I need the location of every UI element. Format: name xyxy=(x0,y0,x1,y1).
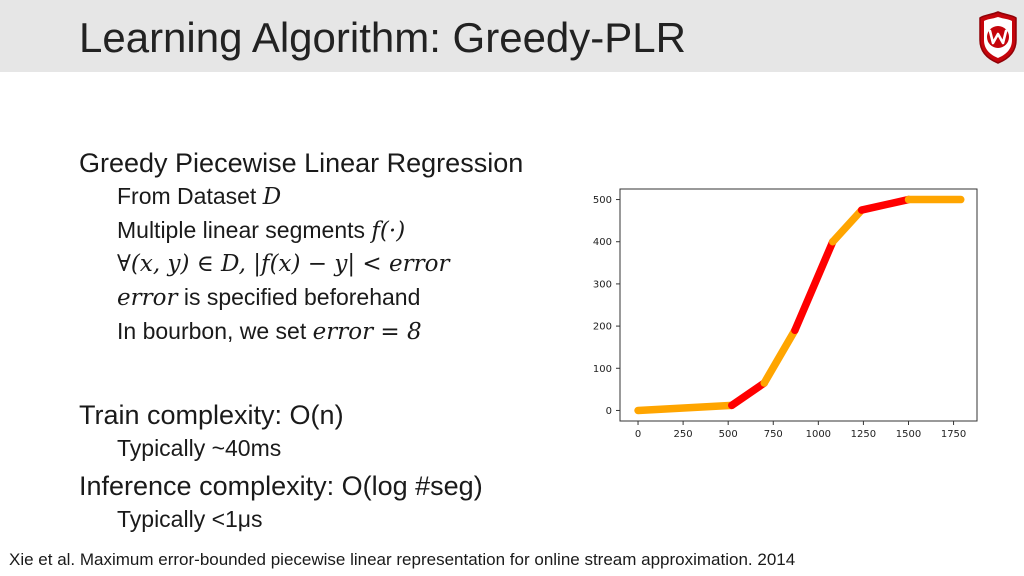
x-tick-label: 1250 xyxy=(851,429,876,440)
y-tick-label: 200 xyxy=(593,322,612,333)
x-tick-label: 500 xyxy=(719,429,738,440)
plr-segment-6 xyxy=(857,195,913,214)
bullet-error: error is specified beforehand xyxy=(117,281,599,315)
x-tick-label: 1500 xyxy=(896,429,921,440)
slide-title: Learning Algorithm: Greedy-PLR xyxy=(79,14,686,61)
dataset-symbol: D xyxy=(262,184,282,210)
bullet-segments-text: Multiple linear segments xyxy=(117,217,372,243)
title-bar: Learning Algorithm: Greedy-PLR xyxy=(0,0,1024,72)
x-tick-label: 1000 xyxy=(806,429,831,440)
plot-frame xyxy=(619,188,978,422)
y-tick-label: 0 xyxy=(606,406,612,417)
heading-greedy-plr: Greedy Piecewise Linear Regression xyxy=(79,148,524,178)
inference-time: Typically <1μs xyxy=(117,506,263,532)
train-time: Typically ~40ms xyxy=(117,435,282,461)
slide-body: Greedy Piecewise Linear Regression From … xyxy=(79,146,599,536)
bullet-bourbon-text: In bourbon, we set xyxy=(117,318,313,344)
x-tick-label: 1750 xyxy=(941,429,966,440)
error-value: error = 8 xyxy=(312,319,422,345)
bullet-error-text: is specified beforehand xyxy=(177,284,421,310)
x-tick-label: 250 xyxy=(674,429,693,440)
function-symbol: f(·) xyxy=(371,218,406,244)
plr-segment-4 xyxy=(791,237,837,335)
university-crest-icon xyxy=(979,11,1017,64)
x-tick-label: 0 xyxy=(635,429,641,440)
plr-segment-1 xyxy=(634,401,736,415)
plr-segment-3 xyxy=(760,326,799,387)
train-complexity: Train complexity: O(n) xyxy=(79,400,344,430)
y-tick-label: 500 xyxy=(593,195,612,206)
plr-chart: 0 250 500 750 1000 1250 1500 1750 0 100 200 300 400… xyxy=(593,188,978,440)
y-tick-label: 300 xyxy=(593,279,612,290)
bullet-constraint: ∀(x, y) ∈ D, |f(x) − y| < error xyxy=(117,251,450,277)
y-tick-label: 100 xyxy=(593,364,612,375)
x-tick-label: 750 xyxy=(764,429,783,440)
bullet-dataset-text: From Dataset xyxy=(117,183,263,209)
bullet-segments: Multiple linear segments f(·) xyxy=(117,214,599,248)
plr-segment-2 xyxy=(728,379,768,410)
inference-complexity: Inference complexity: O(log #seg) xyxy=(79,471,483,501)
error-symbol: error xyxy=(117,285,178,311)
bullet-dataset: From Dataset D xyxy=(117,180,599,214)
bullet-bourbon: In bourbon, we set error = 8 xyxy=(117,315,599,349)
citation: Xie et al. Maximum error-bounded piecewi… xyxy=(9,550,796,569)
y-tick-label: 400 xyxy=(593,237,612,248)
plr-segment-5 xyxy=(829,206,866,246)
